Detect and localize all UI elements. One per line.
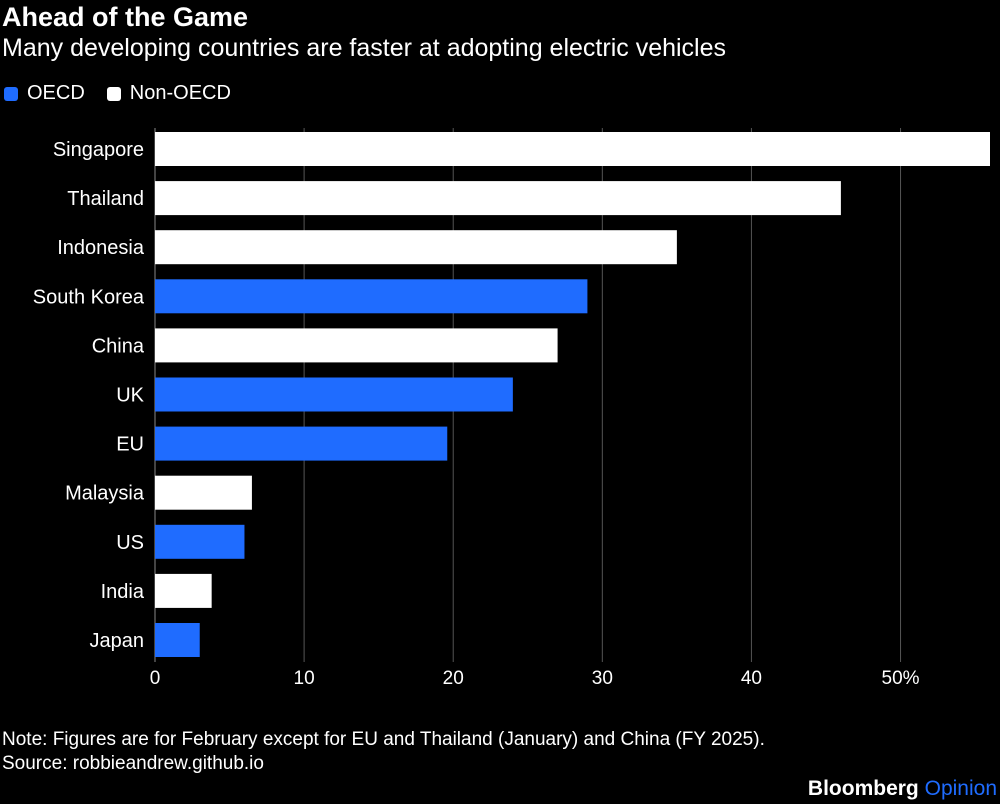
x-tick-label: 40 (741, 668, 762, 689)
x-tick-label: 10 (294, 668, 315, 689)
brand-name: Bloomberg (807, 777, 919, 800)
legend-swatch-oecd (4, 86, 18, 101)
chart-subtitle: Many developing countries are faster at … (2, 34, 727, 62)
brand-logo: Bloomberg Opinion (808, 777, 997, 801)
category-label-india: India (101, 581, 145, 603)
category-labels: Singapore Thailand Indonesia South Korea Chi… (33, 139, 145, 652)
bars (155, 132, 990, 657)
category-label-eu: EU (116, 434, 144, 456)
category-label-uk: UK (116, 385, 144, 407)
x-axis-ticks: 0 10 20 30 40 50% (150, 668, 920, 689)
source-text: Source: robbieandrew.github.io (2, 753, 264, 774)
bar-china (155, 328, 558, 363)
bar-uk (155, 377, 513, 412)
bar-eu (155, 426, 448, 461)
category-label-singapore: Singapore (53, 139, 144, 161)
legend-label-oecd: OECD (27, 82, 85, 104)
note-text: Note: Figures are for February except fo… (2, 729, 765, 750)
legend-item-oecd: OECD (4, 82, 85, 105)
bar-singapore (155, 132, 990, 166)
legend-item-non-oecd: Non-OECD (106, 82, 231, 105)
category-label-south-korea: South Korea (33, 286, 145, 308)
category-label-china: China (92, 335, 145, 357)
bar-india (155, 573, 212, 608)
brand-suffix: Opinion (924, 777, 997, 800)
bar-us (155, 524, 245, 559)
chart-title: Ahead of the Game (2, 2, 249, 32)
legend-label-non-oecd: Non-OECD (129, 82, 231, 104)
category-label-us: US (116, 532, 144, 554)
legend-swatch-non-oecd (106, 86, 121, 101)
category-label-japan: Japan (90, 630, 145, 652)
x-tick-label: 20 (443, 668, 464, 689)
x-tick-label: 0 (150, 668, 161, 689)
category-label-thailand: Thailand (67, 188, 144, 210)
category-label-malaysia: Malaysia (65, 483, 145, 505)
bar-japan (155, 623, 200, 657)
footnote: Note: Figures are for February except fo… (2, 728, 765, 776)
x-tick-label: 30 (592, 668, 613, 689)
bar-thailand (155, 181, 841, 216)
x-tick-label: 50% (882, 668, 920, 689)
bar-malaysia (155, 475, 252, 510)
bar-indonesia (155, 230, 677, 265)
bar-south-korea (155, 279, 588, 314)
category-label-indonesia: Indonesia (57, 237, 145, 259)
legend: OECD Non-OECD (4, 82, 253, 105)
